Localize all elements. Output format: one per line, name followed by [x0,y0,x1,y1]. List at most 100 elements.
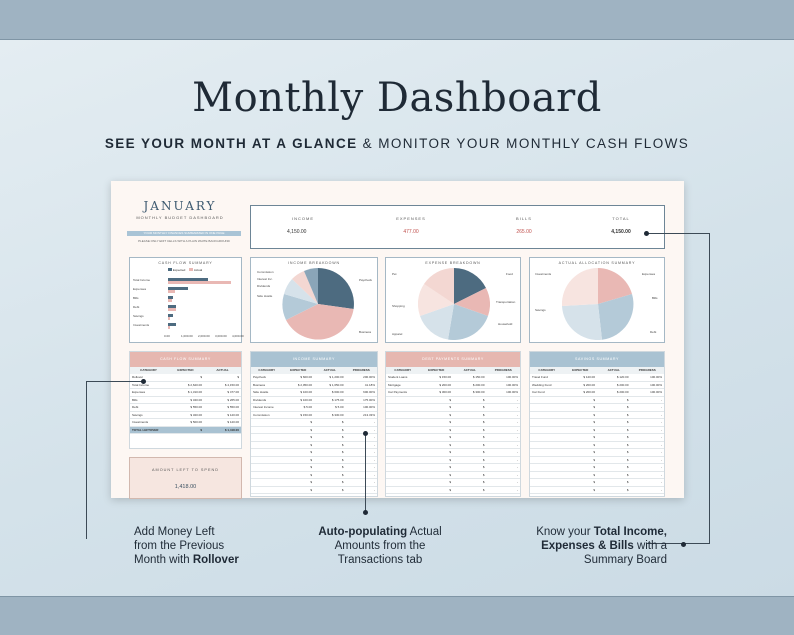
table-row: $ $ - [386,457,520,464]
savings-table-title: SAVINGS SUMMARY [530,352,664,367]
table-cell: - [517,480,518,484]
income-label-dividends: Dividends [257,284,271,288]
table-cell: $ [482,465,485,469]
callout-rollover: Add Money Left from the Previous Month w… [134,525,239,567]
table-cell: Debt [132,405,139,409]
table-cell [251,449,283,456]
callout-autopopulate-line2: Amounts from the [334,540,426,552]
table-cell: $ [310,435,312,439]
table-cell: $ [449,457,451,462]
table-row: Debt $ 550.00 $ 550.00 [130,404,241,412]
table-cell [530,449,564,456]
table-cell: $ [482,450,485,454]
table-cell: $ 200.00 [616,390,629,394]
summary-bills-value: 265.00 [516,229,532,235]
table-cell: $ [449,420,451,424]
table-cell: - [374,487,375,492]
table-cell: $ [200,427,202,432]
table-cell: - [661,405,662,409]
table-row: Business $ 2,050.00 $ 1,650.00 41.18% [251,382,377,389]
table-cell: $ 330.00 [331,412,344,417]
table-cell: $ 550.00 [227,405,239,409]
col-actual: ACTUAL [216,368,229,372]
table-row: $ $ - [251,479,377,487]
table-cell: $ [482,405,485,409]
debt-table-title: DEBT PAYMENTS SUMMARY [386,352,520,367]
table-cell: Student Loans [388,375,408,379]
table-cell [530,479,564,486]
table-cell: - [374,465,375,469]
table-cell: $ [449,427,451,432]
table-row: $ $ - [530,464,664,472]
table-cell: $ 5.00 [335,405,344,409]
callout-rollover-line3: Month with Rollover [134,553,239,567]
table-row: $ $ - [530,457,664,464]
expense-label-household: Household [498,322,513,326]
table-cell: - [517,435,518,439]
table-cell: Investments [132,420,149,424]
table-cell: $ [310,472,312,477]
table-row: $ $ - [530,412,664,419]
leader-left-dot [141,379,146,384]
table-cell: $ [449,435,451,439]
table-row: $ $ - [530,487,664,494]
table-cell [530,397,564,404]
table-cell: 100.00% [506,382,518,387]
table-cell: $ [482,442,485,447]
income-label-commission: Commission [257,270,274,274]
table-cell [251,419,283,426]
table-cell: $ 265.00 [227,397,239,402]
summary-income-label: INCOME [292,216,314,221]
table-cell: $ [482,472,485,477]
table-cell: $ [449,487,451,492]
cash-flow-category-label: Total Income [133,278,151,282]
table-cell: - [661,472,662,477]
income-slice-commission [304,268,318,304]
allocation-label-debt: Debt [650,330,657,334]
callout-rollover-text: Month with [134,554,193,566]
table-row: Car Fund $ 200.00 $ 200.00 100.00% [530,389,664,397]
table-cell: $ [341,487,344,492]
table-row: Rollover $ $ [130,374,241,382]
summary-expenses: EXPENSES 477.00 [381,216,441,235]
table-cell [386,397,420,404]
table-cell [386,412,420,419]
table-cell: $ [626,442,629,447]
table-cell [530,472,564,479]
income-breakdown-title: INCOME BREAKDOWN [288,261,340,265]
expense-breakdown-panel: EXPENSE BREAKDOWN Pet Food Transportatio… [385,257,521,343]
bar-actual [168,299,172,302]
callout-summary-line2: Expenses & Bills with a [505,539,667,553]
table-cell [530,434,564,441]
summary-bills: BILLS 265.00 [494,216,554,235]
expense-slice-transportation [454,288,490,316]
table-row: Paycheck $ 600.00 $ 1,200.00 200.00% [251,374,377,382]
table-cell: $ [237,375,239,379]
expense-label-pet: Pet [392,272,397,276]
table-cell: $ [341,465,344,469]
table-cell: $ [449,450,451,454]
table-row: $ $ - [530,442,664,449]
table-cell: $ [626,487,629,492]
bar-actual [168,326,170,329]
table-cell: $ [593,472,595,477]
leader-left [86,381,144,539]
table-cell: $ [200,375,202,379]
table-cell: $ [626,405,629,409]
table-cell [386,479,420,486]
table-cell: - [517,472,518,477]
cash-flow-category-label: Investments [133,323,150,327]
callout-autopopulate: Auto-populating Actual Amounts from the … [300,525,460,567]
table-cell: $ [593,487,595,492]
bar-expected [168,287,188,290]
page-subtitle: SEE YOUR MONTH AT A GLANCE & MONITOR YOU… [0,136,794,151]
table-cell: $ [626,435,629,439]
table-cell [530,464,564,471]
table-cell [386,404,420,411]
month-title: JANUARY [143,199,217,213]
table-cell: $ 100.00 [300,390,312,394]
table-row: $ $ - [386,427,520,434]
income-label-side-hustle: Side Hustle [257,294,273,298]
allocation-slice-savings [562,304,602,340]
table-cell: Commission [253,412,270,417]
